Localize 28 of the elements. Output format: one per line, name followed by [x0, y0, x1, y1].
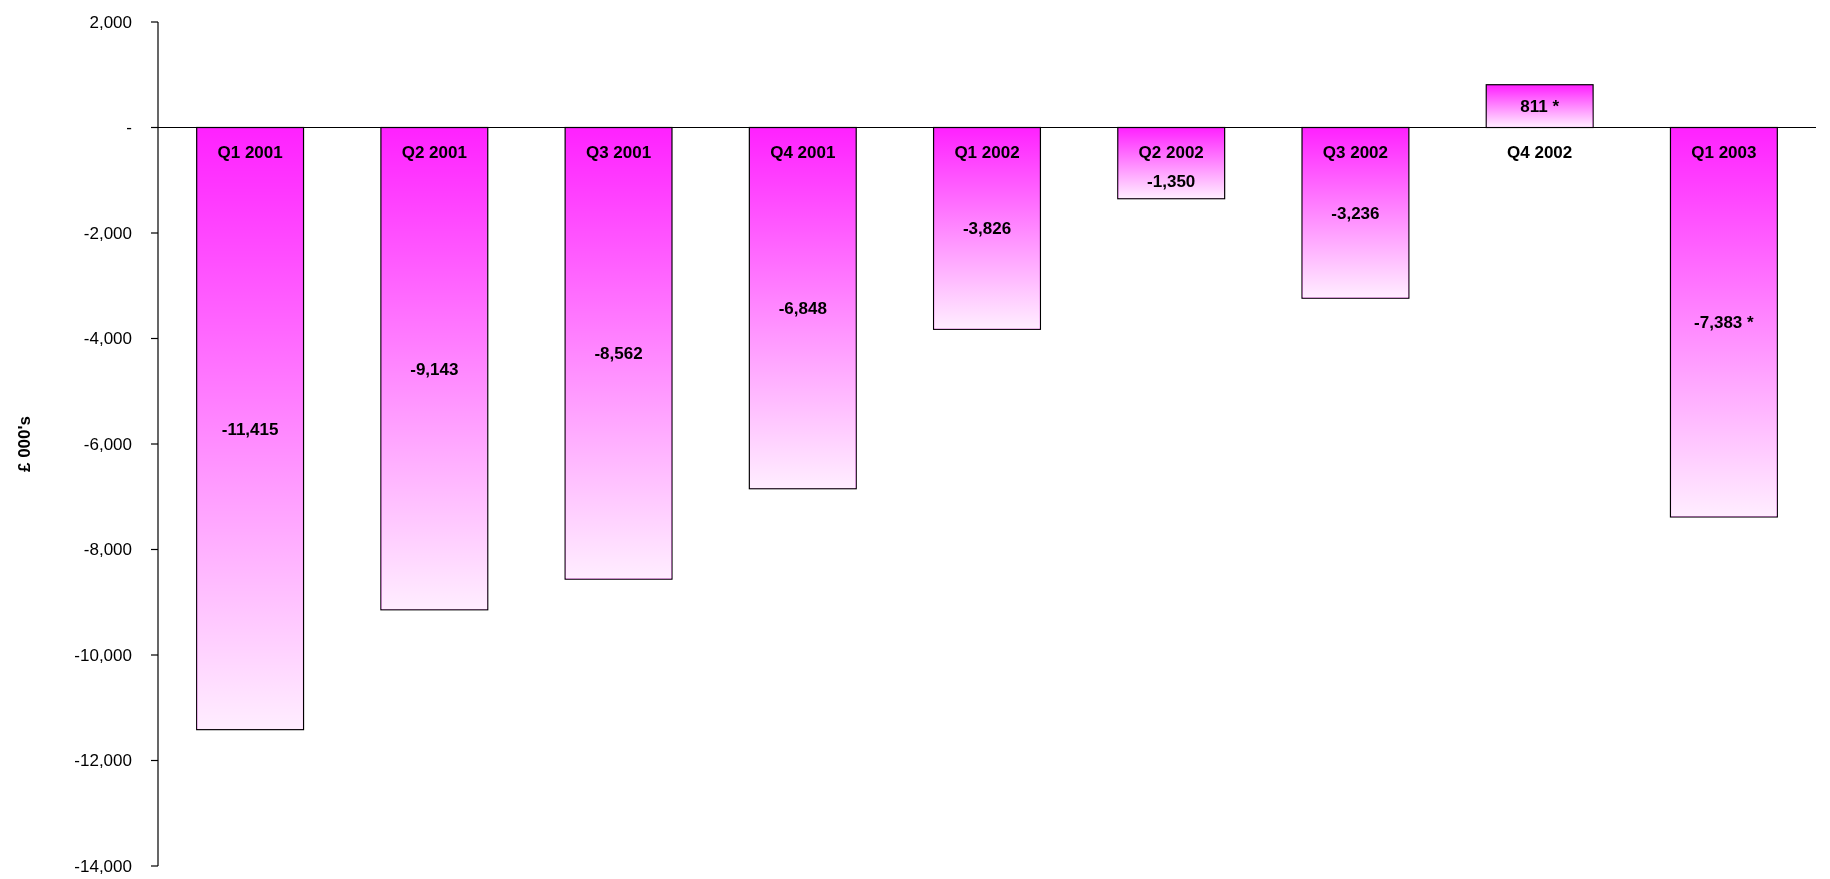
data-label: 811 * — [1520, 97, 1560, 117]
y-axis-title: £ 000's — [15, 415, 34, 473]
data-label: -1,350 — [1147, 172, 1196, 192]
y-tick-label: -12,000 — [74, 751, 132, 771]
y-tick-label: -10,000 — [74, 645, 132, 665]
y-tick-label: - — [126, 118, 132, 138]
x-tick-label: Q1 2003 — [1691, 142, 1757, 162]
y-tick-label: -6,000 — [83, 434, 132, 454]
data-label: -9,143 — [410, 359, 459, 379]
y-tick-label: 2,000 — [89, 12, 132, 32]
data-label: -8,562 — [594, 344, 643, 364]
x-tick-label: Q4 2001 — [770, 142, 836, 162]
y-tick-label: -14,000 — [74, 856, 132, 876]
x-tick-label: Q2 2001 — [401, 142, 467, 162]
y-tick-label: -2,000 — [83, 223, 132, 243]
y-tick-label: -4,000 — [83, 329, 132, 349]
x-tick-label: Q1 2001 — [217, 142, 283, 162]
data-label: -7,383 * — [1694, 313, 1755, 333]
x-tick-label: Q2 2002 — [1138, 142, 1204, 162]
x-tick-label: Q3 2002 — [1322, 142, 1389, 162]
x-tick-label: Q4 2002 — [1507, 142, 1573, 162]
y-tick-label: -8,000 — [83, 540, 132, 560]
data-label: -6,848 — [778, 299, 827, 319]
data-label: -3,236 — [1331, 203, 1380, 223]
x-tick-label: Q3 2001 — [585, 142, 652, 162]
data-label: -3,826 — [962, 219, 1012, 239]
x-tick-label: Q1 2002 — [954, 142, 1020, 162]
data-label: -11,415 — [221, 419, 279, 439]
